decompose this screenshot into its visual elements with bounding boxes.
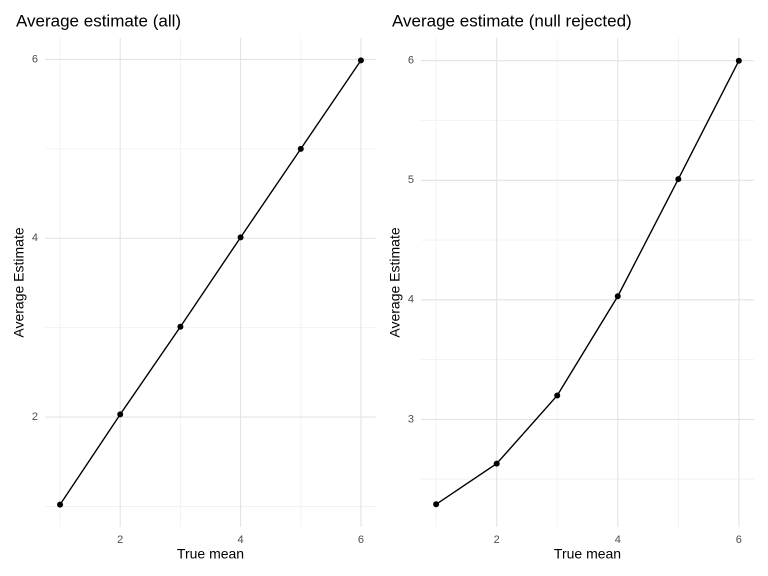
x-tick-label: 4 xyxy=(615,534,621,546)
point xyxy=(554,392,561,399)
y-tick-label: 2 xyxy=(32,411,38,423)
point xyxy=(357,57,364,64)
point xyxy=(117,411,124,418)
x-tick-label: 4 xyxy=(238,534,244,546)
point xyxy=(177,323,184,330)
line xyxy=(59,59,362,506)
y-tick-label: 6 xyxy=(32,53,38,65)
x-axis-title: True mean xyxy=(177,546,244,562)
y-tick-label: 6 xyxy=(408,55,414,67)
y-tick-label: 4 xyxy=(32,232,38,244)
point xyxy=(614,293,621,300)
x-tick-label: 2 xyxy=(117,534,123,546)
x-tick-label: 2 xyxy=(494,534,500,546)
x-tick-label: 6 xyxy=(358,534,364,546)
point xyxy=(675,176,682,183)
y-tick-label: 5 xyxy=(408,174,414,186)
chart-title: Average estimate (null rejected) xyxy=(392,11,632,30)
point xyxy=(57,501,64,508)
point xyxy=(297,145,304,152)
y-tick-label: 3 xyxy=(408,413,414,425)
point xyxy=(735,57,742,64)
x-axis-title: True mean xyxy=(554,546,621,562)
point xyxy=(493,460,500,467)
x-tick-label: 6 xyxy=(736,534,742,546)
point xyxy=(433,501,440,508)
y-axis-title: Average Estimate xyxy=(387,227,403,337)
y-tick-label: 4 xyxy=(408,294,414,306)
y-axis-title: Average Estimate xyxy=(11,227,27,337)
chart-title: Average estimate (all) xyxy=(16,11,181,30)
line xyxy=(435,60,740,505)
point xyxy=(237,234,244,241)
